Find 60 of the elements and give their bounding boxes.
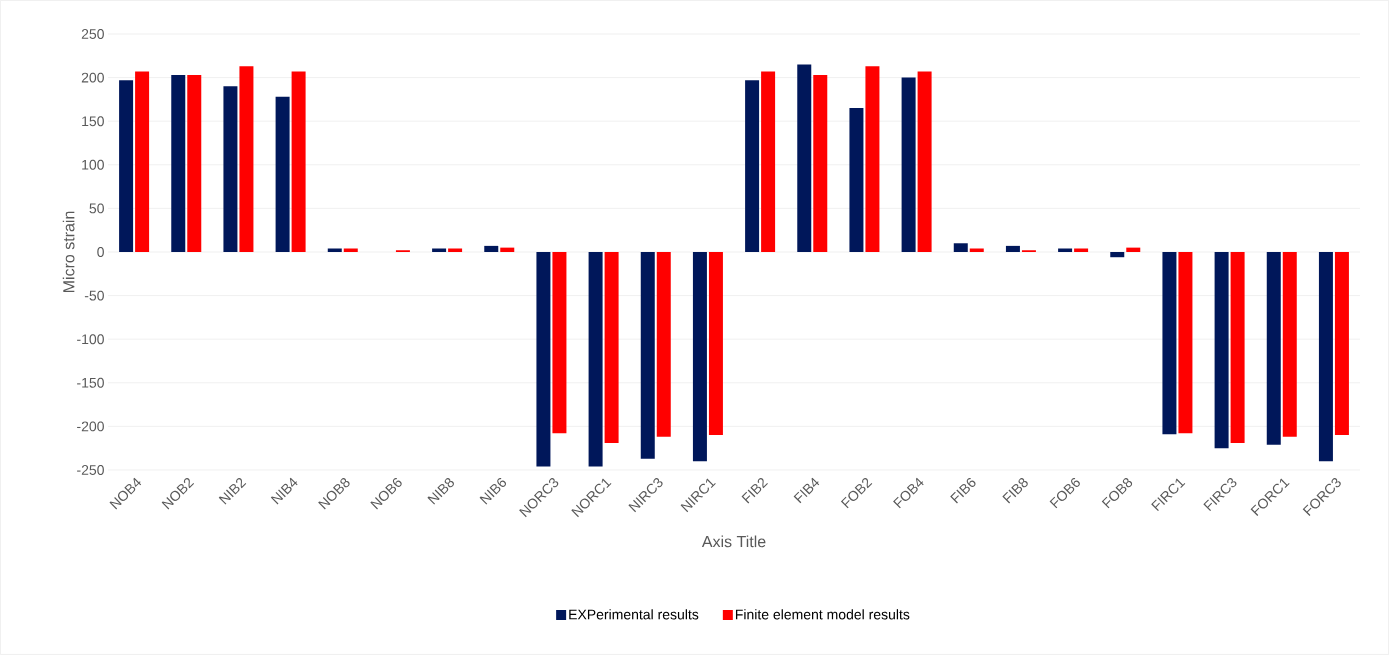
y-tick-label: -50 — [84, 290, 104, 301]
bar — [761, 71, 776, 252]
y-tick-label: 250 — [81, 29, 104, 39]
bar — [171, 74, 186, 252]
y-tick-label: 200 — [81, 72, 104, 83]
bar — [1126, 247, 1141, 252]
bar — [1162, 251, 1177, 435]
legend-label: EXPerimental results — [569, 609, 699, 620]
bar — [588, 251, 603, 467]
y-tick-label: 0 — [97, 247, 104, 257]
x-axis-title: Axis Title — [701, 535, 766, 548]
bar — [865, 66, 880, 252]
bar — [500, 247, 515, 252]
bar — [692, 251, 707, 462]
bar — [708, 251, 723, 436]
bar — [813, 74, 828, 252]
bar — [119, 80, 134, 252]
bar — [640, 251, 655, 459]
bar — [343, 248, 358, 252]
bar — [1266, 251, 1281, 445]
bar — [187, 74, 202, 252]
bar — [275, 96, 290, 252]
bar — [223, 86, 238, 252]
bar — [448, 248, 463, 252]
bar — [432, 248, 447, 252]
bar — [1178, 251, 1193, 434]
bar — [1334, 251, 1349, 436]
y-tick-label: -200 — [77, 421, 104, 432]
bar — [1058, 248, 1073, 252]
bar — [604, 251, 619, 443]
bar — [849, 108, 864, 252]
bar — [969, 248, 984, 252]
y-tick-label: -250 — [77, 465, 104, 475]
bar — [1214, 251, 1229, 449]
bar — [901, 77, 916, 252]
bar — [917, 71, 932, 252]
bar — [953, 243, 968, 252]
bar — [1318, 251, 1333, 462]
y-tick-label: -100 — [77, 334, 104, 345]
bar — [327, 248, 342, 252]
bar — [797, 64, 812, 252]
bar — [552, 251, 567, 434]
bar — [135, 71, 150, 252]
bar — [745, 80, 760, 252]
bar — [1230, 251, 1245, 443]
y-tick-label: -150 — [77, 377, 104, 388]
bar — [1282, 251, 1297, 437]
bar — [656, 251, 671, 437]
legend-label: Finite element model results — [735, 609, 910, 620]
bar — [1074, 248, 1089, 252]
bar — [484, 245, 499, 252]
y-tick-label: 50 — [89, 203, 104, 214]
y-tick-label: 150 — [82, 116, 104, 127]
bar — [1005, 245, 1020, 252]
y-axis-title: Micro strain — [62, 211, 75, 293]
bar — [291, 71, 306, 252]
bar — [536, 251, 551, 467]
bar — [1110, 251, 1125, 258]
y-tick-label: 100 — [82, 159, 104, 170]
bar — [239, 66, 254, 252]
